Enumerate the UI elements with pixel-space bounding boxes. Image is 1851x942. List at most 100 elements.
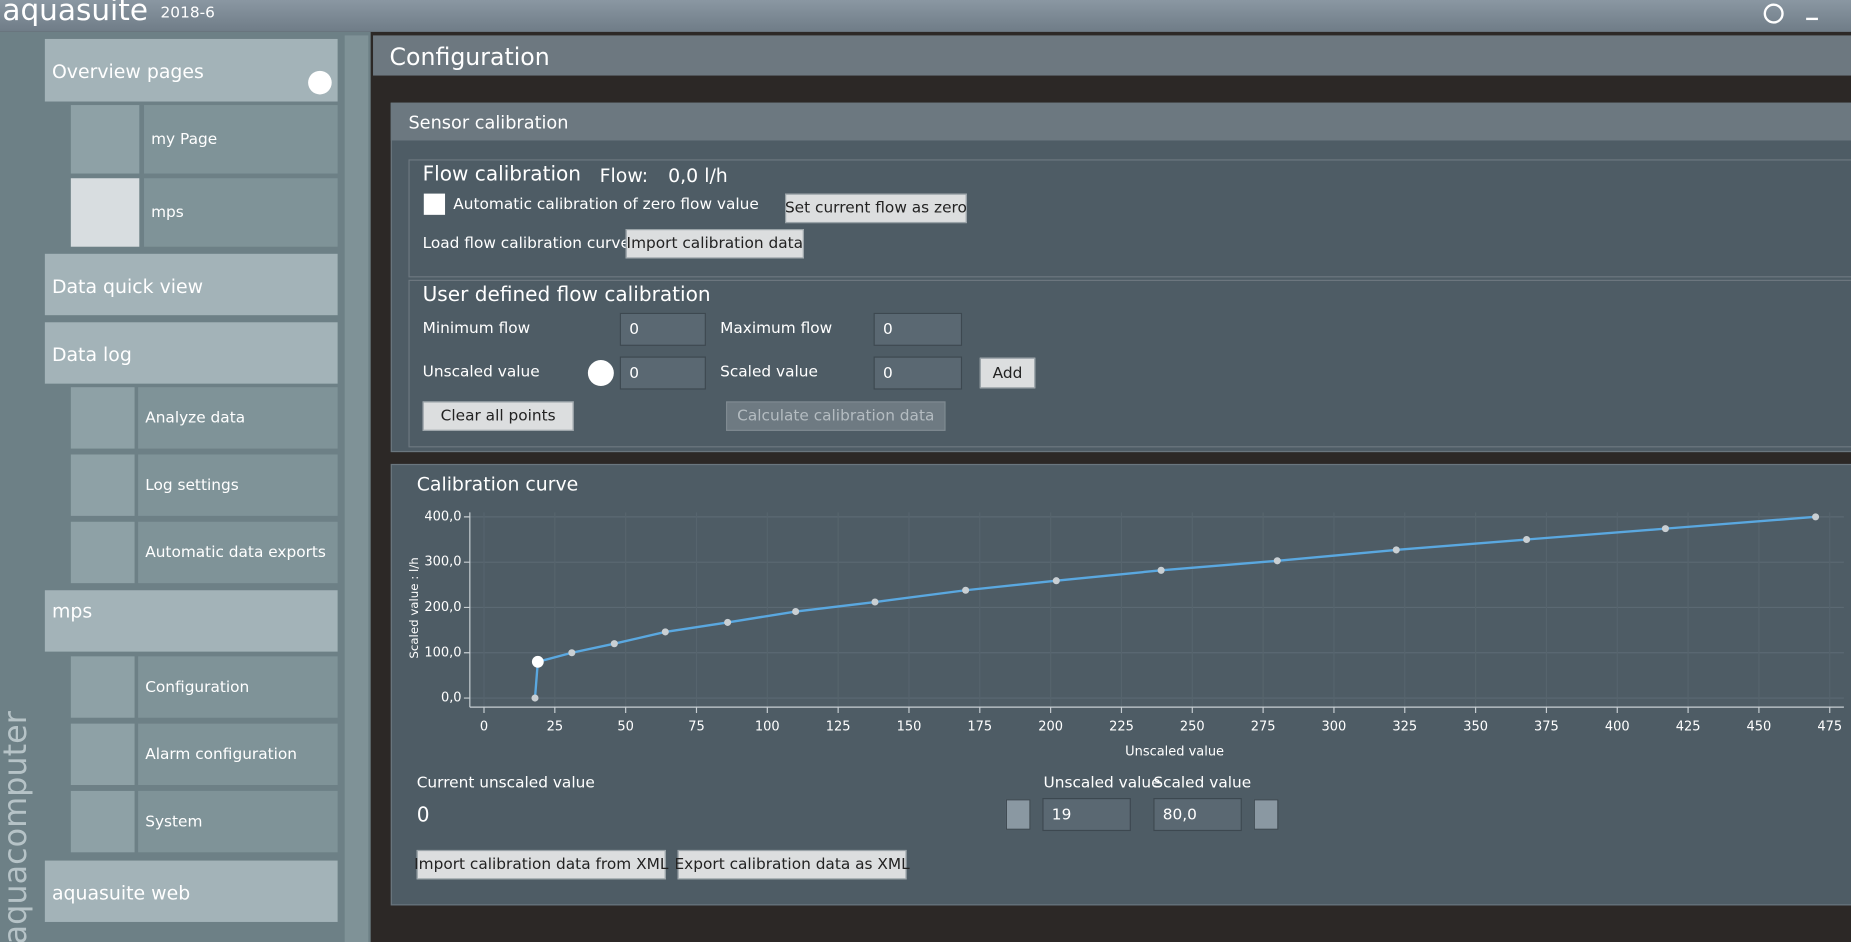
x-tick-label: 200 <box>1038 720 1063 735</box>
scrollbar[interactable] <box>344 35 369 942</box>
page-item[interactable]: my Page <box>144 105 338 174</box>
x-tick-label: 450 <box>1747 720 1772 735</box>
data-point <box>661 628 669 636</box>
x-tick-label: 25 <box>547 720 564 735</box>
item-icon <box>70 521 135 584</box>
button[interactable]: Import calibration data from XML <box>414 849 668 880</box>
x-tick-label: 350 <box>1463 720 1488 735</box>
item-icon <box>70 723 135 786</box>
add-page-icon[interactable] <box>308 70 332 95</box>
data-point <box>1392 546 1400 554</box>
spin-input[interactable]: 0 <box>873 356 963 390</box>
group-title: Flow calibration <box>422 162 582 187</box>
sidebar-section[interactable]: Overview pages <box>44 38 338 102</box>
button[interactable]: Import calibration data <box>625 229 804 259</box>
flow-label: Flow: <box>599 164 649 187</box>
panel-header <box>390 102 1851 141</box>
x-tick-label: 275 <box>1251 720 1276 735</box>
page-item[interactable]: mps <box>144 178 338 247</box>
sidebar-item[interactable]: Analyze data <box>138 387 338 449</box>
data-point <box>1523 535 1531 544</box>
group-box <box>408 159 1851 278</box>
x-tick-label: 400 <box>1605 720 1630 735</box>
value: 0 <box>416 803 430 828</box>
item-icon <box>70 454 135 516</box>
sidebar-item[interactable]: Configuration <box>138 656 338 718</box>
data-point <box>610 640 618 648</box>
sidebar-item[interactable]: Automatic data exports <box>138 521 338 584</box>
label: Load flow calibration curve <box>422 234 630 253</box>
sidebar-item[interactable]: Log settings <box>138 454 338 516</box>
label: Maximum flow <box>720 319 833 338</box>
sidebar-section[interactable]: Data log <box>44 322 338 384</box>
data-point <box>724 618 732 626</box>
y-tick-label: 100,0 <box>424 645 461 660</box>
x-tick-label: 175 <box>967 720 992 735</box>
brand-text: aquacomputer <box>0 711 35 942</box>
brand: aquacomputer <box>0 711 45 942</box>
x-tick-label: 125 <box>826 720 851 735</box>
x-tick-label: 325 <box>1392 720 1417 735</box>
button[interactable]: Export calibration data as XML <box>674 849 910 880</box>
y-tick-label: 200,0 <box>424 600 461 615</box>
data-point <box>792 607 800 616</box>
sidebar-section[interactable]: aquasuite web <box>44 860 338 922</box>
button[interactable]: Set current flow as zero <box>785 193 967 224</box>
spin-input[interactable]: 80,0 <box>1153 798 1242 832</box>
title-bar <box>0 0 1851 32</box>
spin-input[interactable]: 0 <box>873 312 963 346</box>
x-tick-label: 100 <box>755 720 780 735</box>
y-tick-label: 0,0 <box>441 691 462 706</box>
group-title: User defined flow calibration <box>422 283 711 307</box>
spin-input[interactable]: 0 <box>619 356 706 390</box>
label: Minimum flow <box>422 319 531 338</box>
chart: Calibration curve Unscaled value Scaled … <box>407 474 1844 759</box>
group-box <box>408 279 1851 448</box>
previous-point-button[interactable] <box>1005 799 1031 830</box>
page-title: Configuration <box>389 42 550 71</box>
y-axis-title: Scaled value : l/h <box>407 557 421 658</box>
x-tick-label: 0 <box>480 720 488 735</box>
x-tick-label: 475 <box>1817 720 1842 735</box>
y-tick-label: 300,0 <box>424 555 461 570</box>
x-axis-title: Unscaled value <box>1125 744 1224 759</box>
y-tick-label: 400,0 <box>424 509 461 524</box>
label: Scaled value <box>720 363 818 382</box>
data-point <box>1052 577 1060 585</box>
x-tick-label: 225 <box>1109 720 1134 735</box>
spin-input[interactable]: 19 <box>1042 798 1131 832</box>
button[interactable]: Add <box>979 357 1036 389</box>
data-point <box>871 598 879 606</box>
x-tick-label: 50 <box>617 720 634 735</box>
data-point <box>1661 525 1669 533</box>
next-point-button[interactable] <box>1253 799 1279 830</box>
info-button[interactable] <box>1763 3 1784 24</box>
x-tick-label: 300 <box>1322 720 1347 735</box>
data-point <box>1157 566 1165 574</box>
x-tick-label: 375 <box>1534 720 1559 735</box>
sidebar-section[interactable]: mps <box>44 590 338 652</box>
item-icon <box>70 656 135 718</box>
checkbox[interactable] <box>423 193 446 215</box>
add-point-icon[interactable] <box>587 360 614 387</box>
sidebar-item[interactable]: Alarm configuration <box>138 723 338 786</box>
spin-input[interactable]: 0 <box>619 312 706 346</box>
data-point <box>1812 513 1820 521</box>
item-icon <box>70 790 135 853</box>
sidebar-item[interactable]: System <box>138 790 338 853</box>
button[interactable]: Clear all points <box>422 401 574 431</box>
label: Unscaled value <box>1043 774 1161 793</box>
label: Unscaled value <box>422 363 540 382</box>
minimize-button[interactable] <box>1806 17 1818 21</box>
checkbox-label: Automatic calibration of zero flow value <box>453 195 759 214</box>
sidebar-section[interactable]: Data quick view <box>44 253 338 316</box>
page-header <box>373 35 1851 76</box>
button-disabled: Calculate calibration data <box>725 401 946 431</box>
item-icon <box>70 387 135 449</box>
x-tick-label: 75 <box>688 720 705 735</box>
x-tick-label: 425 <box>1676 720 1701 735</box>
data-line <box>533 515 1816 699</box>
chart-title: Calibration curve <box>417 474 579 496</box>
